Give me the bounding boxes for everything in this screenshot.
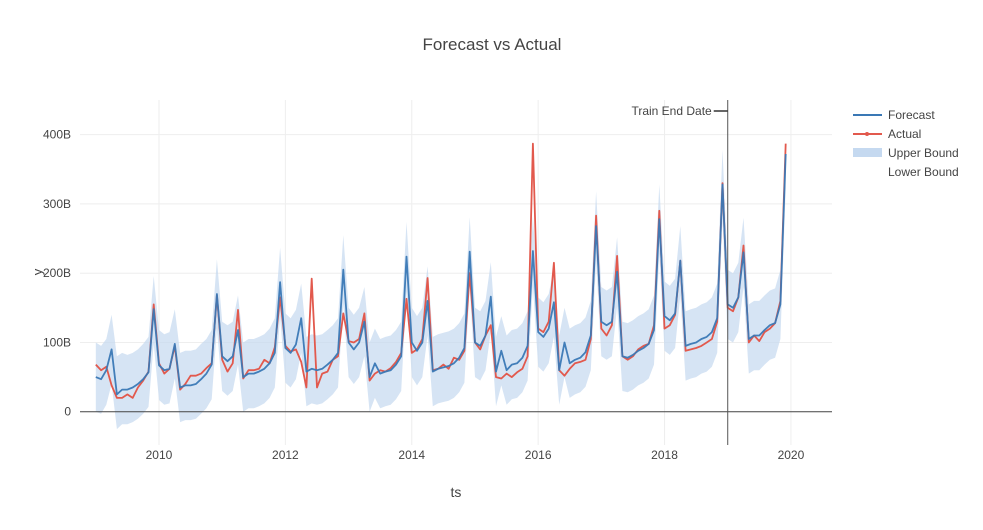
y-tick-label: 200B: [43, 266, 71, 280]
legend[interactable]: Forecast Actual Upper Bound Lower Bound: [853, 108, 959, 179]
legend-upper-bound-label: Upper Bound: [888, 146, 959, 160]
y-tick-label: 100B: [43, 335, 71, 349]
y-axis-label: y: [30, 268, 45, 275]
chart-title: Forecast vs Actual: [423, 35, 562, 54]
train-end-label: Train End Date: [631, 104, 712, 118]
legend-item-actual[interactable]: Actual: [853, 127, 921, 141]
series-line-layer: [95, 142, 787, 399]
x-tick-label: 2018: [651, 448, 678, 462]
y-tick-label: 300B: [43, 197, 71, 211]
legend-item-forecast[interactable]: Forecast: [853, 108, 935, 122]
y-tick-label: 400B: [43, 128, 71, 142]
y-tick-label: 0: [64, 405, 71, 419]
actual-line: [95, 142, 787, 399]
legend-forecast-label: Forecast: [888, 108, 935, 122]
x-tick-label: 2010: [146, 448, 173, 462]
legend-actual-marker: [865, 132, 869, 136]
legend-lower-bound-label: Lower Bound: [888, 165, 959, 179]
legend-item-lower-bound[interactable]: Lower Bound: [888, 165, 959, 179]
legend-item-upper-bound[interactable]: Upper Bound: [853, 146, 959, 160]
x-tick-label: 2014: [398, 448, 425, 462]
forecast-line: [95, 153, 787, 396]
confidence-band-layer: [95, 145, 786, 430]
axis-layer: 0 100B 200B 300B 400B 2010 2012 2014 2016 2018 202…: [43, 128, 832, 462]
legend-upper-bound-swatch: [853, 148, 882, 157]
annotation-layer: Train End Date: [631, 100, 729, 445]
legend-actual-label: Actual: [888, 127, 921, 141]
x-axis-label: ts: [451, 484, 462, 500]
x-tick-label: 2012: [272, 448, 299, 462]
x-tick-label: 2016: [525, 448, 552, 462]
confidence-band: [95, 145, 786, 430]
x-tick-label: 2020: [778, 448, 805, 462]
